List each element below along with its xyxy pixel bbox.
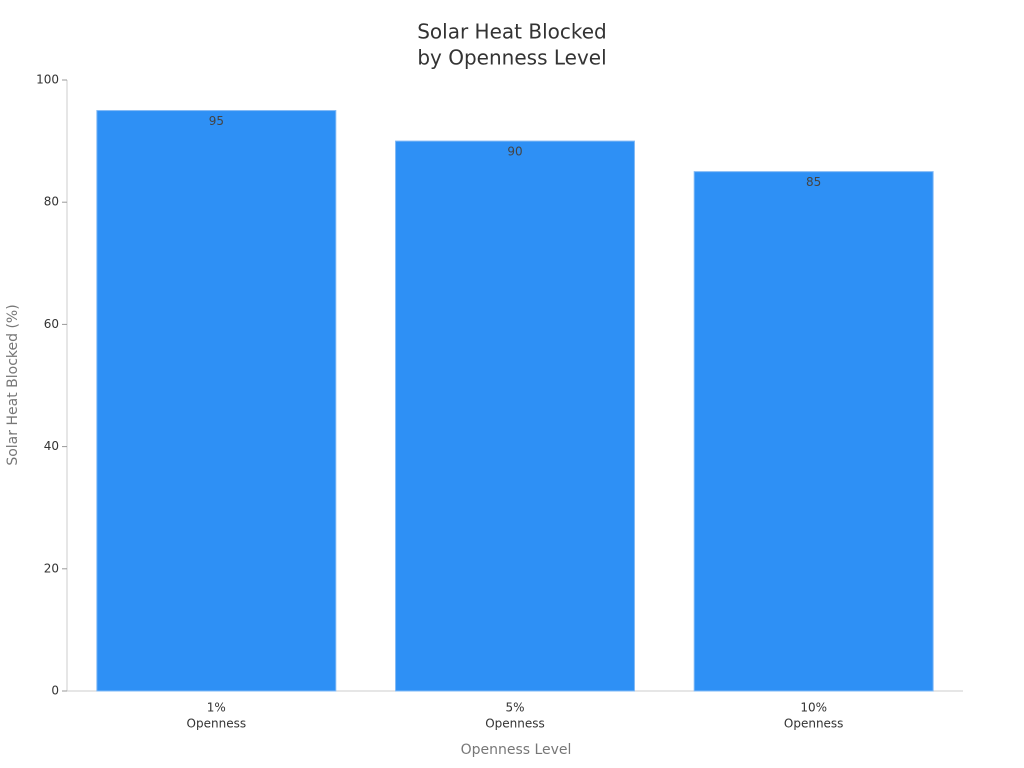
- bar: [395, 140, 635, 692]
- x-tick-label: 1%: [207, 701, 226, 715]
- y-tick-label: 20: [44, 561, 59, 575]
- x-axis-title: Openness Level: [461, 742, 572, 758]
- y-tick-label: 100: [36, 73, 59, 87]
- y-tick-label: 40: [44, 439, 59, 453]
- bar: [96, 110, 337, 692]
- x-tick-label: 5%: [505, 701, 524, 715]
- y-tick-label: 80: [44, 195, 59, 209]
- x-tick-label: Openness: [187, 717, 247, 731]
- chart-title: by Openness Level: [417, 46, 606, 70]
- y-axis-title: Solar Heat Blocked (%): [5, 304, 21, 465]
- y-tick-label: 0: [51, 684, 59, 698]
- value-label: 85: [806, 175, 821, 189]
- x-tick-label: Openness: [784, 717, 844, 731]
- chart-title: Solar Heat Blocked: [417, 20, 607, 44]
- x-tick-label: Openness: [485, 717, 545, 731]
- y-tick-label: 60: [44, 317, 59, 331]
- x-tick-label: 10%: [800, 701, 827, 715]
- value-label: 90: [507, 145, 522, 159]
- value-label: 95: [209, 114, 224, 128]
- bar: [693, 171, 934, 692]
